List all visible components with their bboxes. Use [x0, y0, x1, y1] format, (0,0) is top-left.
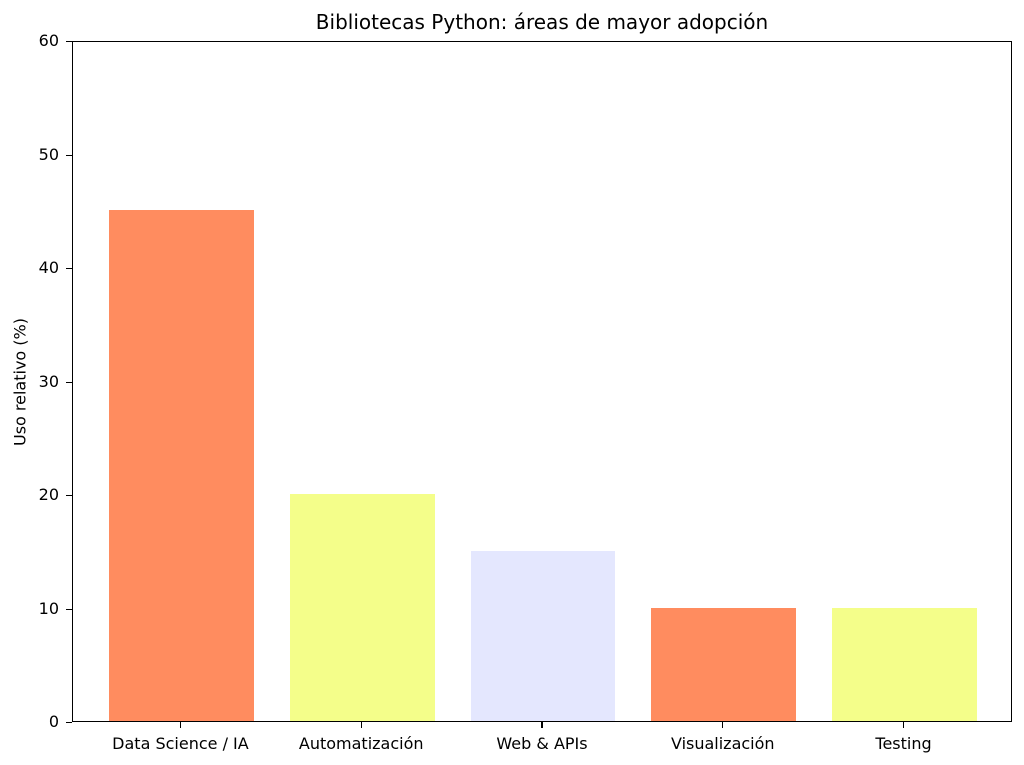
x-tick-label: Testing	[875, 734, 932, 753]
tick-mark	[66, 41, 72, 43]
x-tick: Data Science / IA	[80, 722, 280, 753]
bar	[832, 607, 977, 721]
bar	[289, 494, 435, 721]
y-tick-label: 10	[38, 598, 59, 618]
y-tick-label: 40	[38, 258, 59, 277]
chart-title: Bibliotecas Python: áreas de mayor adopc…	[315, 10, 769, 34]
tick-mark	[179, 722, 182, 728]
x-tick: Visualización	[623, 722, 823, 753]
x-tick-label: Data Science / IA	[112, 734, 249, 753]
y-tick-label: 50	[38, 144, 59, 164]
x-tick-label: Automatización	[298, 734, 424, 753]
tick-mark	[66, 381, 72, 383]
tick-mark	[66, 268, 72, 270]
bar	[470, 550, 616, 721]
tick-mark	[66, 722, 72, 724]
bar	[651, 607, 797, 721]
y-tick-label: 30	[38, 371, 59, 391]
tick-mark	[360, 722, 362, 728]
x-tick: Testing	[804, 722, 1004, 753]
x-tick: Web & APIs	[442, 722, 642, 753]
tick-mark	[66, 608, 72, 610]
plot-area	[72, 41, 1012, 722]
y-tick-label: 0	[48, 712, 59, 731]
tick-mark	[541, 722, 543, 728]
tick-mark	[66, 495, 72, 497]
x-tick-label: Web & APIs	[496, 734, 588, 753]
x-tick-label: Visualización	[670, 734, 775, 753]
y-axis-label: Uso relativo (%)	[10, 318, 30, 446]
bar	[109, 210, 254, 721]
y-tick-label: 20	[38, 485, 59, 504]
tick-mark	[722, 722, 724, 728]
tick-mark	[902, 722, 905, 728]
tick-mark	[66, 154, 72, 156]
x-tick: Automatización	[261, 722, 461, 753]
y-tick-label: 60	[38, 31, 59, 50]
